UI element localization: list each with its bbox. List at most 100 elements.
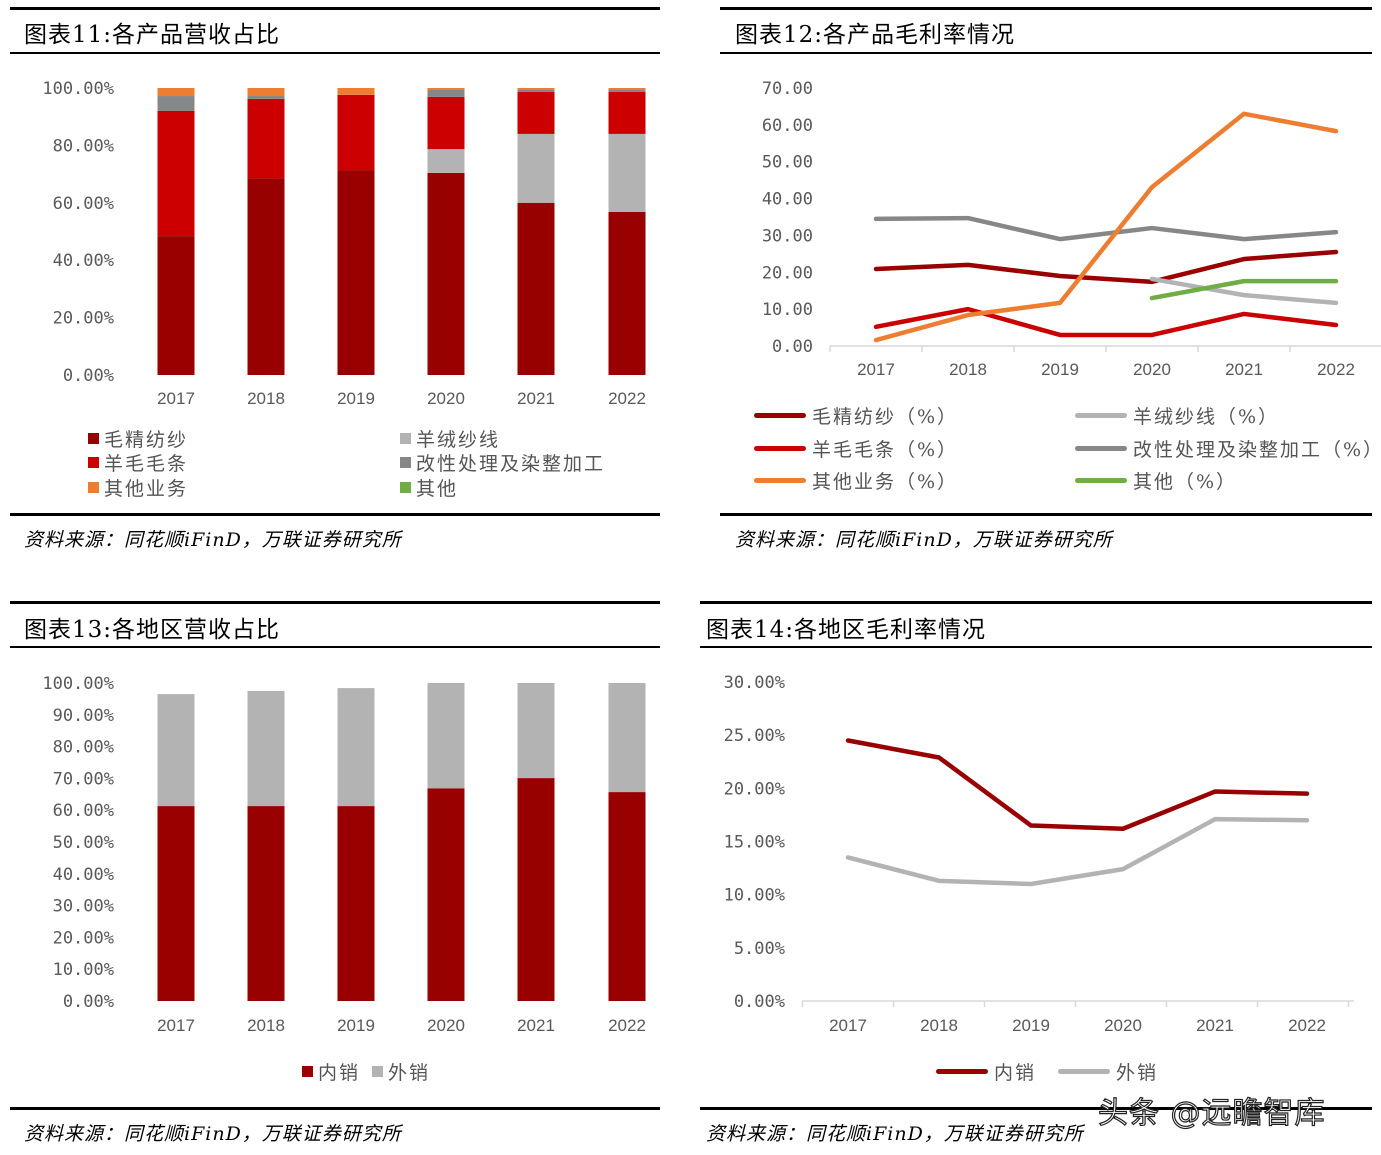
bar-segment xyxy=(608,89,646,93)
watermark: 头条 @远瞻智库 xyxy=(1097,1095,1326,1131)
legend-swatch xyxy=(372,1066,383,1077)
bar-segment xyxy=(247,178,285,375)
chart-12-title: 图表12:各产品毛利率情况 xyxy=(735,22,1016,48)
y-tick-label: 70.00% xyxy=(53,769,114,789)
legend-label: 其他（%） xyxy=(1133,471,1238,493)
panel-top-rule xyxy=(700,601,1372,604)
legend-label: 羊绒纱线（%） xyxy=(1133,406,1280,428)
y-tick-label: 40.00% xyxy=(53,865,114,885)
y-tick-label: 20.00% xyxy=(53,309,114,329)
bar-segment xyxy=(157,96,195,111)
x-tick-label: 2017 xyxy=(857,360,895,379)
legend-label: 外销 xyxy=(1116,1062,1159,1084)
chart-12: 0.00 10.00 20.00 30.00 40.00 50.00 60.00 70.00 2… xyxy=(762,79,1381,379)
y-tick-label: 90.00% xyxy=(53,706,114,726)
bar-segment xyxy=(157,88,195,97)
bar-segment xyxy=(608,211,646,375)
legend-line xyxy=(1075,478,1127,483)
y-tick-label: 70.00 xyxy=(762,79,813,99)
y-tick-label: 30.00 xyxy=(762,226,813,246)
legend-line xyxy=(1058,1069,1110,1074)
chart-13-title: 图表13:各地区营收占比 xyxy=(24,617,281,643)
x-tick-label: 2018 xyxy=(920,1016,958,1035)
legend-line xyxy=(1075,413,1127,418)
y-tick-label: 5.00% xyxy=(734,939,785,959)
legend-swatch xyxy=(88,433,99,444)
bar-segment xyxy=(337,806,375,1001)
x-tick-label: 2019 xyxy=(337,389,375,408)
legend-item: 其他业务（%） xyxy=(754,467,958,494)
legend-swatch xyxy=(400,457,411,468)
legend-line xyxy=(936,1069,988,1074)
legend-label: 羊毛毛条（%） xyxy=(812,439,959,461)
chart-14-source: 资料来源：同花顺iFinD，万联证券研究所 xyxy=(706,1123,1084,1145)
legend-swatch xyxy=(302,1066,313,1077)
x-tick-label: 2017 xyxy=(157,1016,195,1035)
legend-item: 羊毛毛条（%） xyxy=(754,435,958,462)
panel-top-rule xyxy=(10,601,660,604)
series-line xyxy=(873,249,1339,285)
x-tick-label: 2020 xyxy=(1133,360,1171,379)
bar-segment xyxy=(427,788,465,1001)
bar-segment xyxy=(608,683,646,793)
panel-top-rule xyxy=(720,7,1372,10)
chart-11-title: 图表11:各产品营收占比 xyxy=(24,22,281,48)
chart-11: 0.00% 20.00% 40.00% 60.00% 80.00% 100.00% 2017… xyxy=(42,79,646,408)
y-tick-label: 40.00 xyxy=(762,190,813,210)
panel-bottom-rule xyxy=(10,1107,660,1110)
x-tick-label: 2022 xyxy=(1317,360,1355,379)
legend-line xyxy=(754,478,806,483)
x-tick-label: 2017 xyxy=(157,389,195,408)
y-tick-label: 100.00% xyxy=(42,79,114,99)
x-tick-label: 2020 xyxy=(427,1016,465,1035)
legend-label: 其他业务（%） xyxy=(812,471,959,493)
bar-segment xyxy=(608,92,646,134)
bar-segment xyxy=(517,778,555,1001)
series-line xyxy=(873,215,1339,242)
y-tick-label: 25.00% xyxy=(724,726,785,746)
x-tick-label: 2021 xyxy=(1225,360,1263,379)
y-tick-label: 10.00% xyxy=(53,960,114,980)
chart-14-title: 图表14:各地区毛利率情况 xyxy=(706,617,987,643)
y-tick-label: 30.00% xyxy=(53,897,114,917)
legend-label: 改性处理及染整加工 xyxy=(416,453,606,475)
legend-item: 其他（%） xyxy=(1075,467,1237,494)
bar-segment xyxy=(517,683,555,779)
x-tick-label: 2022 xyxy=(608,389,646,408)
chart-11-source: 资料来源：同花顺iFinD，万联证券研究所 xyxy=(24,529,402,551)
y-tick-label: 60.00% xyxy=(53,194,114,214)
bar-segment xyxy=(517,88,555,90)
y-tick-label: 30.00% xyxy=(724,673,785,693)
x-tick-label: 2017 xyxy=(829,1016,867,1035)
bar-segment xyxy=(157,110,195,237)
x-tick-label: 2021 xyxy=(1196,1016,1234,1035)
bar-segment xyxy=(517,133,555,203)
y-tick-label: 10.00 xyxy=(762,300,813,320)
legend-label: 羊毛毛条 xyxy=(104,453,189,475)
bar-segment xyxy=(517,92,555,134)
bar-segment xyxy=(337,94,375,171)
legend-item: 外销 xyxy=(372,1058,430,1085)
legend-label: 外销 xyxy=(388,1062,431,1084)
legend-item: 羊毛毛条 xyxy=(88,449,188,476)
y-tick-label: 80.00% xyxy=(53,738,114,758)
legend-item: 毛精纺纱 xyxy=(88,425,188,452)
series-line xyxy=(873,306,1339,338)
bar-segment xyxy=(337,688,375,807)
legend-item: 改性处理及染整加工（%） xyxy=(1075,435,1381,462)
x-tick-label: 2018 xyxy=(949,360,987,379)
y-tick-label: 100.00% xyxy=(42,674,114,694)
chart-13-source: 资料来源：同花顺iFinD，万联证券研究所 xyxy=(24,1123,402,1145)
y-tick-label: 40.00% xyxy=(53,251,114,271)
panel-title-rule xyxy=(10,52,660,54)
bar-segment xyxy=(608,133,646,212)
bar-segment xyxy=(427,172,465,375)
bar-segment xyxy=(247,690,285,807)
series-line xyxy=(845,816,1310,887)
legend-item: 其他业务 xyxy=(88,474,188,501)
bar-segment xyxy=(517,202,555,375)
legend-label: 其他业务 xyxy=(104,478,189,500)
legend-label: 羊绒纱线 xyxy=(416,429,501,451)
y-tick-label: 20.00% xyxy=(53,928,114,948)
